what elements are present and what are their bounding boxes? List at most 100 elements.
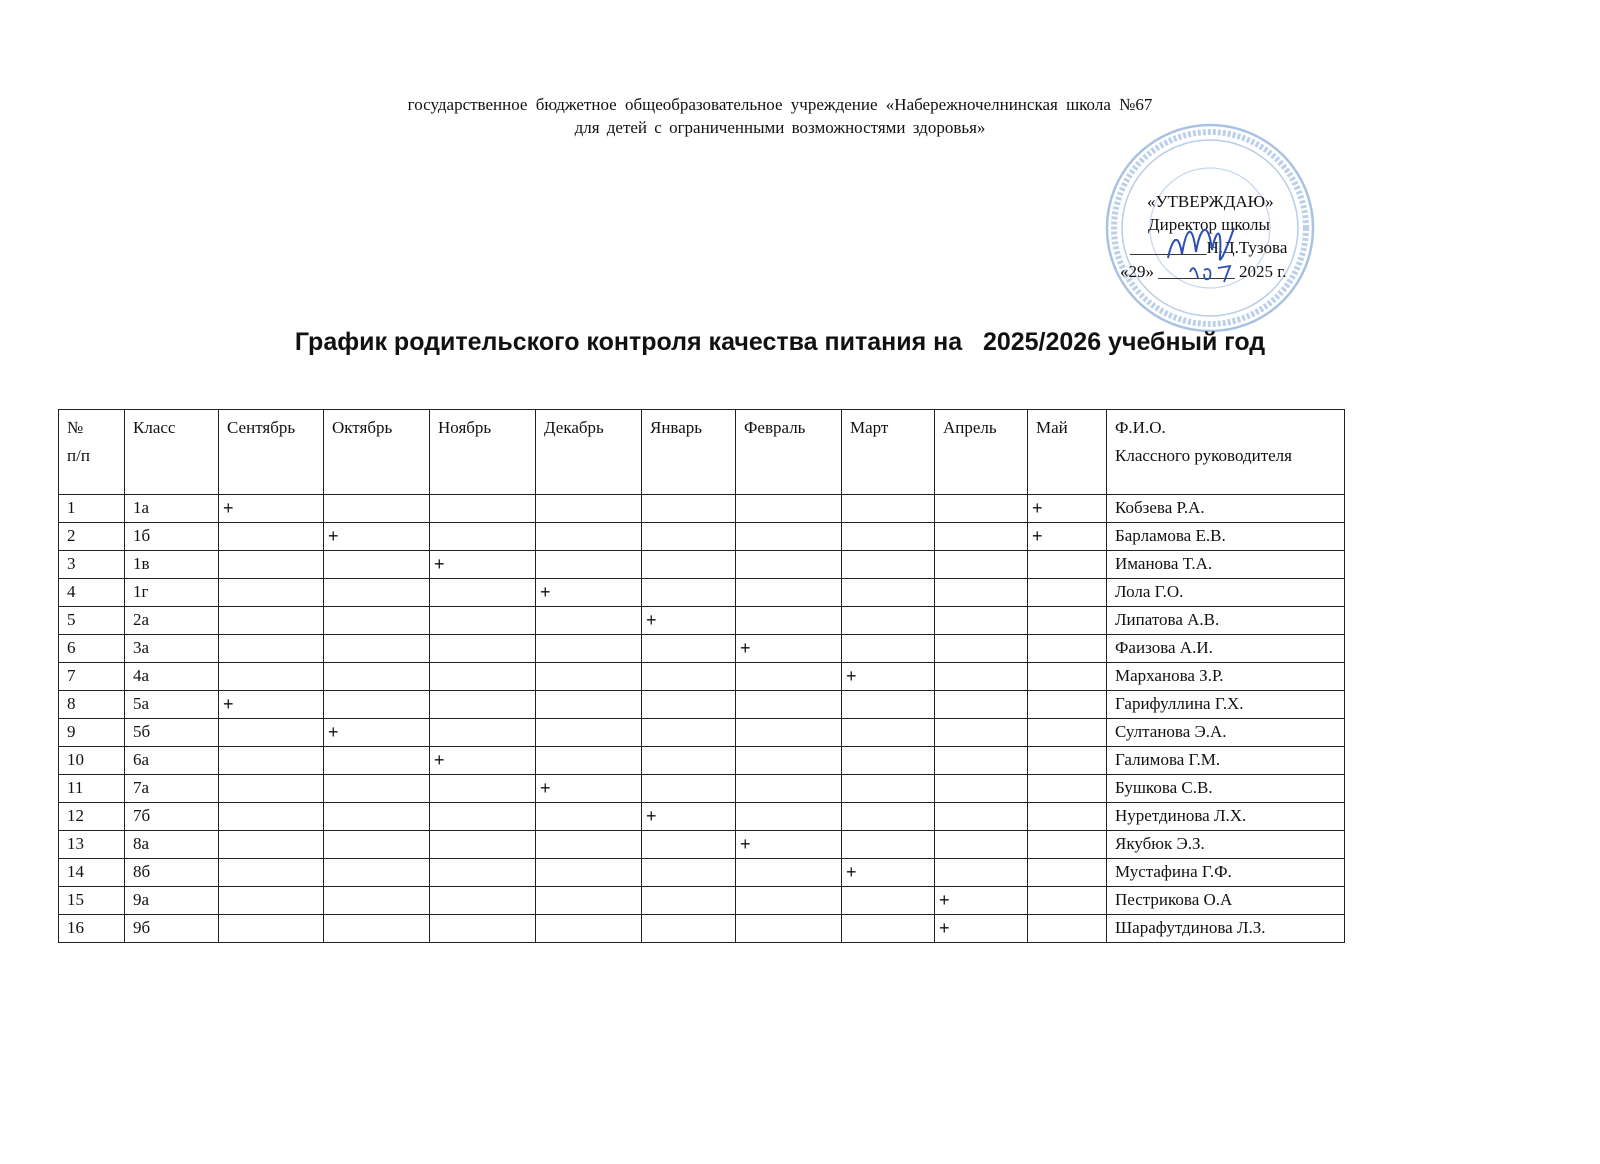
month-check-cell: + <box>218 690 324 719</box>
month-check-cell <box>1027 634 1107 663</box>
month-check-cell: + <box>323 718 430 747</box>
month-check-cell <box>429 886 536 915</box>
month-check-cell <box>1027 858 1107 887</box>
month-check-cell: + <box>735 830 842 859</box>
table-row: 7 4а + Марханова З.Р. <box>58 662 1345 691</box>
month-check-cell <box>218 774 324 803</box>
month-check-cell: + <box>323 522 430 551</box>
month-check-cell <box>429 634 536 663</box>
row-number: 5 <box>58 606 125 635</box>
institution-name-line2: для детей с ограниченными возможностями … <box>574 118 986 137</box>
table-header-row: № п/п Класс Сентябрь Октябрь Ноябрь Декабрь Ян… <box>58 409 1345 495</box>
month-check-cell <box>735 718 842 747</box>
row-number: 7 <box>58 662 125 691</box>
row-number: 3 <box>58 550 125 579</box>
month-check-cell <box>641 774 736 803</box>
table-row: 16 9б + Шарафутдинова Л.З. <box>58 914 1345 943</box>
month-check-cell <box>841 578 935 607</box>
month-check-cell <box>1027 830 1107 859</box>
school-seal-stamp <box>1105 123 1315 333</box>
table-row: 6 3а + Фаизова А.И. <box>58 634 1345 663</box>
month-check-cell: + <box>429 746 536 775</box>
column-header: Октябрь <box>323 409 430 495</box>
month-check-cell <box>218 802 324 831</box>
teacher-name: Бушкова С.В. <box>1106 774 1345 803</box>
month-check-cell <box>735 914 842 943</box>
month-check-cell <box>323 802 430 831</box>
class-name: 8а <box>124 830 219 859</box>
month-check-cell <box>535 886 642 915</box>
row-number: 4 <box>58 578 125 607</box>
month-check-cell <box>735 578 842 607</box>
column-header: № п/п <box>58 409 125 495</box>
month-check-cell <box>218 858 324 887</box>
table-row: 3 1в + Иманова Т.А. <box>58 550 1345 579</box>
month-check-cell <box>323 550 430 579</box>
month-check-cell <box>218 746 324 775</box>
table-row: 14 8б + Мустафина Г.Ф. <box>58 858 1345 887</box>
institution-name-line1: государственное бюджетное общеобразовате… <box>407 95 1153 114</box>
approval-label: «УТВЕРЖДАЮ» <box>1147 192 1274 211</box>
teacher-name: Марханова З.Р. <box>1106 662 1345 691</box>
class-name: 8б <box>124 858 219 887</box>
month-check-cell <box>1027 802 1107 831</box>
month-check-cell <box>535 830 642 859</box>
teacher-name: Иманова Т.А. <box>1106 550 1345 579</box>
month-check-cell <box>841 746 935 775</box>
month-check-cell <box>735 746 842 775</box>
month-check-cell <box>934 774 1028 803</box>
class-name: 1а <box>124 494 219 523</box>
month-check-cell <box>641 886 736 915</box>
class-name: 7б <box>124 802 219 831</box>
month-check-cell <box>535 690 642 719</box>
month-check-cell <box>535 522 642 551</box>
month-check-cell <box>934 690 1028 719</box>
month-check-cell <box>841 494 935 523</box>
month-check-cell <box>641 858 736 887</box>
month-check-cell <box>323 774 430 803</box>
month-check-cell <box>218 606 324 635</box>
table-row: 10 6а + Галимова Г.М. <box>58 746 1345 775</box>
month-check-cell: + <box>218 494 324 523</box>
month-check-cell <box>934 606 1028 635</box>
month-check-cell <box>841 802 935 831</box>
month-check-cell: + <box>1027 522 1107 551</box>
month-check-cell <box>535 858 642 887</box>
teacher-name: Мустафина Г.Ф. <box>1106 858 1345 887</box>
month-check-cell <box>735 690 842 719</box>
month-check-cell <box>1027 886 1107 915</box>
month-check-cell <box>841 634 935 663</box>
month-check-cell <box>429 718 536 747</box>
month-check-cell <box>934 858 1028 887</box>
class-name: 9б <box>124 914 219 943</box>
month-check-cell <box>641 494 736 523</box>
month-check-cell: + <box>934 914 1028 943</box>
month-check-cell <box>934 550 1028 579</box>
month-check-cell <box>735 774 842 803</box>
row-number: 8 <box>58 690 125 719</box>
table-row: 11 7а + Бушкова С.В. <box>58 774 1345 803</box>
month-check-cell <box>841 522 935 551</box>
class-name: 9а <box>124 886 219 915</box>
month-check-cell <box>641 690 736 719</box>
month-check-cell: + <box>735 634 842 663</box>
month-check-cell <box>1027 662 1107 691</box>
month-check-cell <box>218 886 324 915</box>
month-check-cell: + <box>841 858 935 887</box>
teacher-name: Барламова Е.В. <box>1106 522 1345 551</box>
month-check-cell <box>841 690 935 719</box>
column-header: Февраль <box>735 409 842 495</box>
month-check-cell <box>1027 578 1107 607</box>
row-number: 12 <box>58 802 125 831</box>
month-check-cell <box>1027 606 1107 635</box>
month-check-cell <box>841 718 935 747</box>
month-check-cell <box>323 690 430 719</box>
column-header: Март <box>841 409 935 495</box>
table-row: 2 1б + + Барламова Е.В. <box>58 522 1345 551</box>
class-name: 1б <box>124 522 219 551</box>
month-check-cell <box>641 662 736 691</box>
month-check-cell: + <box>429 550 536 579</box>
director-signature <box>1167 227 1235 283</box>
month-check-cell <box>535 606 642 635</box>
class-name: 1г <box>124 578 219 607</box>
